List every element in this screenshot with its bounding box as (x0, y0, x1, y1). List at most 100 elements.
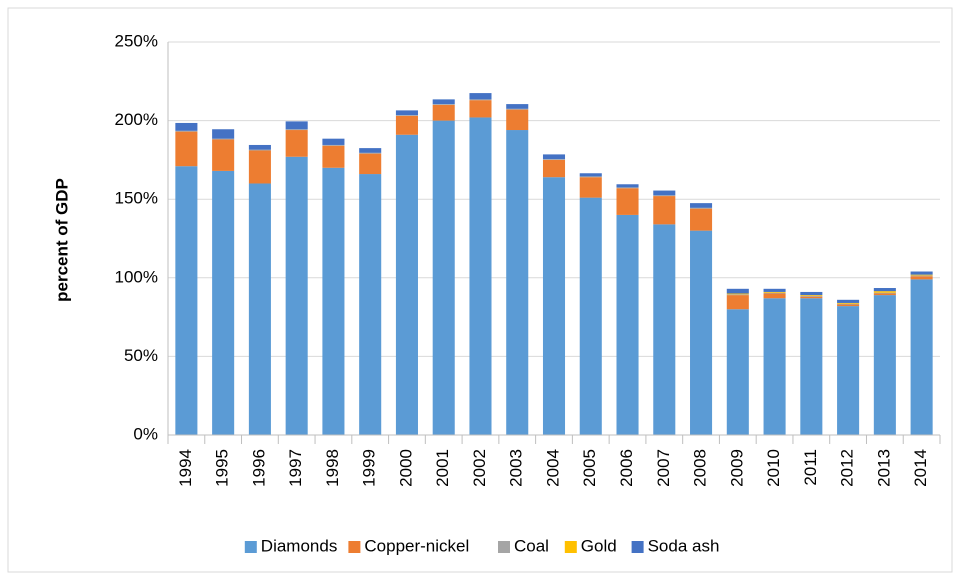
bar-segment (910, 276, 933, 280)
legend-swatch (348, 541, 361, 553)
x-tick-label: 1999 (360, 449, 379, 487)
bar-segment (837, 299, 860, 303)
bar-segment (542, 159, 566, 178)
bar-segment (690, 208, 713, 231)
bar-segment (506, 130, 529, 436)
legend-swatch (244, 541, 257, 553)
bar-segment (873, 288, 896, 292)
legend-swatch (498, 541, 510, 553)
x-tick-label: 2000 (396, 449, 415, 487)
x-tick-label: 2002 (470, 449, 489, 487)
bar-segment (432, 104, 455, 121)
x-tick-label: 1998 (323, 449, 342, 487)
bar-segment (837, 304, 860, 307)
x-tick-label: 2004 (543, 449, 562, 487)
legend-label: Copper-nickel (364, 536, 469, 555)
bar-segment (469, 100, 492, 118)
y-tick-label: 200% (115, 110, 158, 129)
bar-segment (763, 298, 786, 435)
bar-segment (873, 293, 896, 296)
x-tick-label: 2011 (801, 449, 820, 486)
bar-segment (616, 184, 639, 188)
x-tick-label: 1996 (249, 449, 268, 487)
x-tick-label: 2006 (617, 449, 636, 487)
x-tick-label: 2005 (580, 449, 599, 487)
bar-segment (469, 117, 492, 436)
bar-segment (726, 288, 749, 294)
bar-segment (579, 197, 602, 435)
bar-segment (800, 295, 823, 297)
bar-segment (212, 129, 235, 139)
y-tick-label: 250% (115, 31, 158, 50)
bar-segment (432, 120, 455, 435)
bar-segment (506, 108, 529, 110)
bar-segment (726, 295, 749, 310)
legend-label: Coal (514, 536, 549, 555)
bar-segment (873, 292, 896, 294)
bar-segment (248, 183, 271, 435)
bar-segment (726, 309, 749, 435)
x-tick-label: 2009 (727, 449, 746, 487)
bar-segment (763, 292, 786, 294)
bar-segment (653, 195, 676, 197)
bar-segment (359, 152, 382, 154)
bar-segment (285, 130, 308, 157)
bar-segment (837, 306, 860, 435)
bar-segment (653, 190, 676, 196)
bar-segment (837, 303, 860, 305)
y-tick-label: 100% (115, 267, 158, 286)
bar-segment (726, 293, 749, 295)
legend-label: Soda ash (648, 536, 720, 555)
bar-segment (395, 115, 418, 135)
bar-segment (322, 138, 345, 145)
x-tick-label: 2001 (433, 449, 452, 487)
x-tick-label: 2014 (911, 449, 930, 487)
legend-label: Gold (581, 536, 617, 555)
bar-segment (212, 170, 235, 436)
x-tick-label: 1997 (286, 449, 305, 487)
bar-segment (175, 131, 198, 167)
x-tick-label: 2003 (507, 449, 526, 487)
x-tick-label: 2012 (838, 449, 857, 487)
bar-segment (432, 104, 455, 105)
bar-segment (873, 291, 896, 293)
x-tick-label: 1994 (176, 449, 195, 487)
bar-segment (506, 104, 529, 109)
bar-segment (726, 294, 749, 296)
bar-segment (579, 173, 602, 177)
bar-segment (175, 166, 198, 436)
bar-segment (212, 139, 235, 171)
y-axis-title: percent of GDP (52, 178, 71, 302)
bar-segment (395, 134, 418, 436)
bar-segment (248, 150, 271, 184)
bar-segment (690, 203, 713, 208)
bar-segment (800, 295, 823, 296)
bar-segment (175, 122, 198, 131)
bar-segment (248, 149, 271, 151)
bar-segment (506, 109, 529, 131)
bar-segment (873, 295, 896, 435)
x-tick-label: 1995 (213, 449, 232, 487)
bar-segment (763, 293, 786, 299)
bar-segment (763, 288, 786, 292)
bar-segment (800, 296, 823, 299)
bar-segment (653, 196, 676, 225)
bar-segment (248, 144, 271, 150)
bar-segment (800, 298, 823, 435)
bar-segment (469, 93, 492, 100)
bar-segment (542, 159, 566, 160)
bar-segment (616, 188, 639, 215)
bar-segment (910, 279, 933, 435)
bar-segment (359, 174, 382, 435)
bar-segment (800, 291, 823, 296)
bar-segment (616, 214, 639, 435)
bar-segment (322, 167, 345, 435)
legend-label: Diamonds (261, 536, 338, 555)
bar-segment (359, 153, 382, 175)
bar-segment (542, 154, 566, 160)
bar-segment (542, 177, 566, 435)
bar-segment (285, 156, 308, 436)
bar-segment (285, 129, 308, 131)
bar-segment (395, 110, 418, 116)
